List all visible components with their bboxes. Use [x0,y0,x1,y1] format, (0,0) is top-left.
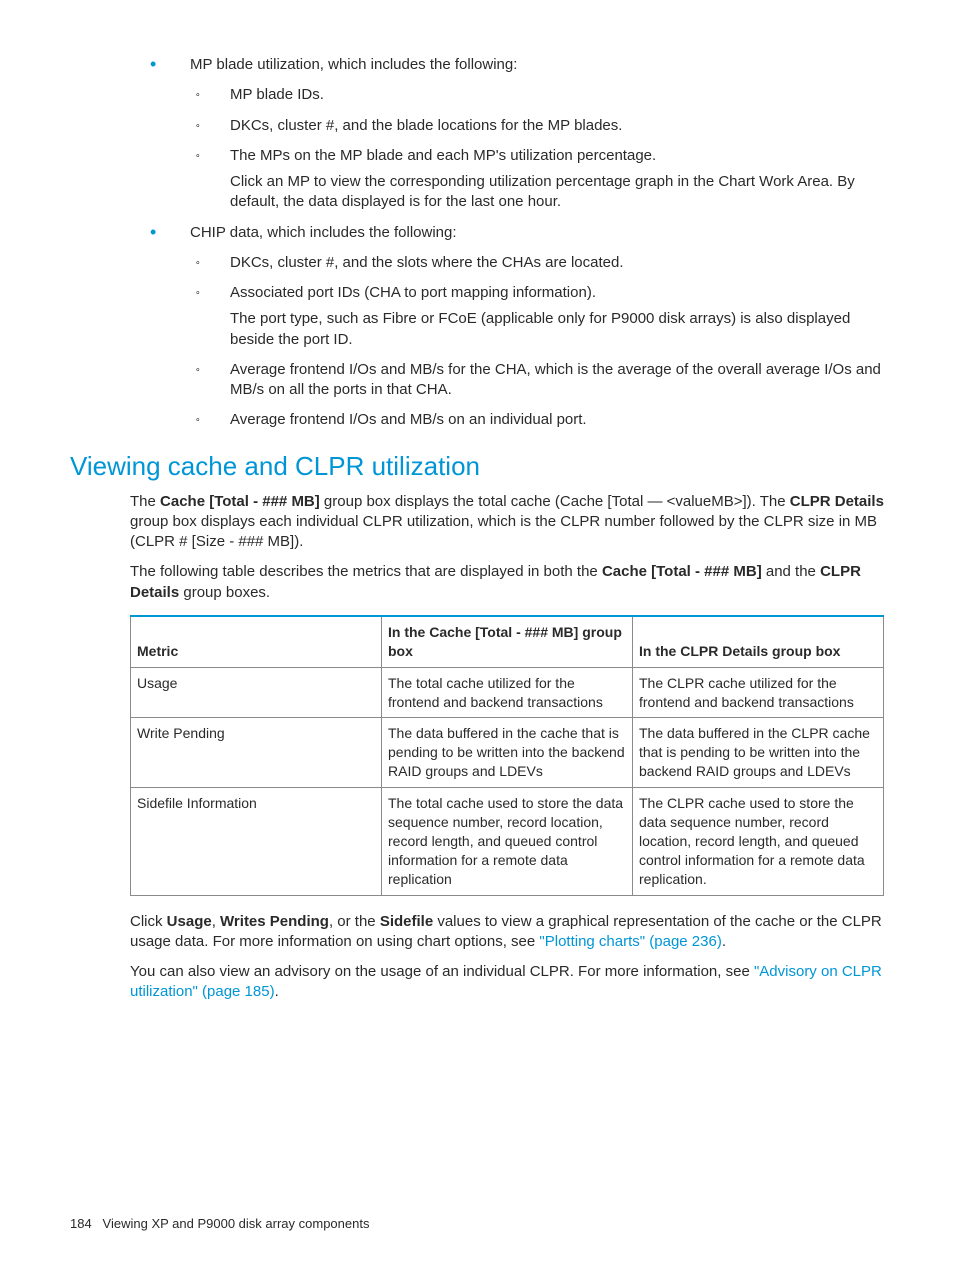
list-item: Average frontend I/Os and MB/s for the C… [190,360,884,401]
list-item: CHIP data, which includes the following:… [130,223,884,431]
list-item-text: Average frontend I/Os and MB/s for the C… [230,361,881,398]
list-item: Average frontend I/Os and MB/s on an ind… [190,410,884,430]
bold-term: Writes Pending [220,913,329,930]
table-cell: The data buffered in the CLPR cache that… [633,718,884,788]
table-cell: Write Pending [131,718,382,788]
list-item-text: DKCs, cluster #, and the slots where the… [230,254,624,271]
list-item: Associated port IDs (CHA to port mapping… [190,283,884,350]
table-cell: The total cache used to store the data s… [382,788,633,895]
list-item-extra: The port type, such as Fibre or FCoE (ap… [230,309,884,350]
table-header-cell: Metric [131,616,382,667]
list-item: MP blade IDs. [190,85,884,105]
table-header-cell: In the CLPR Details group box [633,616,884,667]
paragraph: The Cache [Total - ### MB] group box dis… [130,492,884,553]
list-item: DKCs, cluster #, and the blade locations… [190,116,884,136]
body-content: MP blade utilization, which includes the… [70,55,884,1003]
list-item: DKCs, cluster #, and the slots where the… [190,253,884,273]
table-cell: The data buffered in the cache that is p… [382,718,633,788]
table-header-cell: In the Cache [Total - ### MB] group box [382,616,633,667]
chapter-title: Viewing XP and P9000 disk array componen… [103,1216,370,1231]
bold-term: CLPR Details [790,493,884,510]
list-item: The MPs on the MP blade and each MP's ut… [190,146,884,213]
list-item-text: Associated port IDs (CHA to port mapping… [230,284,596,301]
page-footer: 184 Viewing XP and P9000 disk array comp… [70,1215,369,1233]
bold-term: Usage [167,913,212,930]
sub-bullet-list: DKCs, cluster #, and the slots where the… [190,253,884,431]
list-item-text: Average frontend I/Os and MB/s on an ind… [230,411,587,428]
top-bullet-list: MP blade utilization, which includes the… [130,55,884,431]
list-item-text: The MPs on the MP blade and each MP's ut… [230,147,656,164]
table-cell: The CLPR cache utilized for the frontend… [633,667,884,718]
list-item: MP blade utilization, which includes the… [130,55,884,213]
list-item-text: DKCs, cluster #, and the blade locations… [230,117,622,134]
list-item-text: MP blade IDs. [230,86,324,103]
list-item-lead: MP blade utilization, which includes the… [190,56,517,73]
table-cell: Sidefile Information [131,788,382,895]
link-plotting-charts[interactable]: "Plotting charts" (page 236) [539,933,721,950]
page-number: 184 [70,1216,92,1231]
paragraph: You can also view an advisory on the usa… [130,962,884,1003]
bold-term: Cache [Total - ### MB] [160,493,320,510]
table-cell: The total cache utilized for the fronten… [382,667,633,718]
bold-term: Sidefile [380,913,433,930]
table-row: Write Pending The data buffered in the c… [131,718,884,788]
page: MP blade utilization, which includes the… [0,0,954,1271]
table-row: Sidefile Information The total cache use… [131,788,884,895]
paragraph: Click Usage, Writes Pending, or the Side… [130,912,884,953]
section-heading: Viewing cache and CLPR utilization [70,449,884,484]
table-cell: Usage [131,667,382,718]
table-cell: The CLPR cache used to store the data se… [633,788,884,895]
list-item-lead: CHIP data, which includes the following: [190,224,457,241]
paragraph: The following table describes the metric… [130,562,884,603]
bold-term: Cache [Total - ### MB] [602,563,762,580]
list-item-extra: Click an MP to view the corresponding ut… [230,172,884,213]
sub-bullet-list: MP blade IDs. DKCs, cluster #, and the b… [190,85,884,212]
table-row: Usage The total cache utilized for the f… [131,667,884,718]
metrics-table: Metric In the Cache [Total - ### MB] gro… [130,615,884,896]
table-header-row: Metric In the Cache [Total - ### MB] gro… [131,616,884,667]
